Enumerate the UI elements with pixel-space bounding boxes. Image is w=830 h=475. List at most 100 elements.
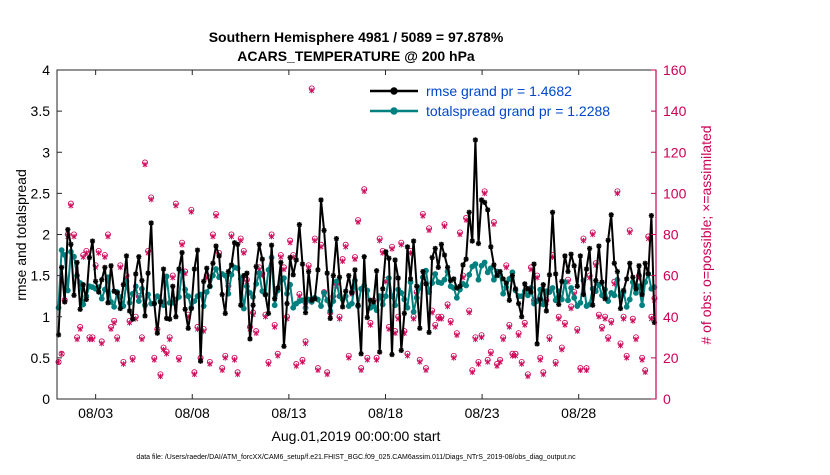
obs-assimilated-marker [241,250,247,256]
totalspread-marker [490,276,497,283]
obs-assimilated-marker [639,357,645,363]
rmse-marker [636,263,642,269]
rmse-marker [157,299,164,305]
obs-assimilated-marker [71,233,77,240]
rmse-marker [648,212,654,219]
rmse-marker [417,325,423,331]
rmse-marker [114,290,120,296]
totalspread-marker [484,269,491,276]
rmse-marker [207,283,213,289]
chart-title: Southern Hemisphere 4981 / 5089 = 97.878… [209,29,504,45]
rmse-marker [574,283,580,289]
rmse-marker [284,300,290,307]
rmse-marker [614,268,621,275]
rmse-marker-stroke [185,325,191,331]
obs-assimilated-marker [608,320,614,326]
rmse-marker [583,266,590,272]
obs-assimilated-marker [562,322,568,328]
rmse-marker-stroke [537,297,543,302]
obs-assimilated-marker [584,367,590,374]
obs-assimilated-marker [438,316,444,322]
totalspread-marker [524,292,531,299]
rmse-marker-stroke [411,238,417,244]
rmse-marker-stroke [645,271,651,277]
rmse-marker-stroke [229,262,234,268]
rmse-marker [444,264,451,270]
rmse-marker [213,243,219,249]
rmse-marker-stroke [392,257,398,263]
obs-assimilated-marker [389,246,395,252]
obs-assimilated-marker [506,324,512,330]
rmse-marker [407,276,414,282]
rmse-marker-stroke [244,270,250,276]
rmse-marker-stroke [528,289,534,295]
rmse-marker-stroke [201,278,207,284]
obs-assimilated-marker [441,223,448,230]
rmse-marker-stroke [86,255,92,260]
rmse-marker [139,277,145,284]
rmse-marker [404,244,411,250]
rmse-marker [373,268,380,274]
rmse-marker-stroke [371,299,376,305]
rmse-marker-stroke [571,263,577,269]
rmse-marker-stroke [639,292,645,297]
rmse-marker [92,278,99,284]
totalspread-marker [500,290,507,297]
obs-assimilated-marker [377,237,383,244]
rmse-marker-stroke [232,240,237,246]
obs-assimilated-marker [469,369,475,376]
rmse-marker-stroke [99,277,105,283]
obs-assimilated-marker [167,336,173,343]
rmse-marker-stroke [213,243,219,249]
obs-assimilated-marker [219,367,225,374]
rmse-marker [531,261,537,267]
obs-assimilated-marker [451,355,457,361]
rmse-marker-stroke [417,325,423,331]
obs-assimilated-marker [340,258,346,265]
rmse-marker [120,282,126,288]
rmse-marker-stroke [590,302,596,308]
rmse-marker-stroke [284,301,290,307]
rmse-marker [130,316,136,322]
totalspread-marker [639,302,646,309]
obs-assimilated-marker [488,350,494,357]
rmse-marker [571,263,577,269]
obs-assimilated-marker [546,336,552,343]
rmse-marker [389,351,395,358]
obs-assimilated-marker [151,357,157,363]
rmse-marker [102,264,108,270]
rmse-marker [204,265,210,271]
obs-assimilated-marker [553,361,559,367]
rmse-marker-stroke [432,246,438,251]
obs-assimilated-marker [417,359,423,365]
rmse-marker-stroke [157,299,163,305]
rmse-marker [355,302,361,308]
rmse-marker-stroke [96,289,102,295]
rmse-marker-stroke [466,209,472,215]
rmse-markers-group [55,137,658,364]
rmse-marker-stroke [293,257,299,263]
obs-assimilated-marker [102,254,108,260]
rmse-marker [188,305,194,312]
rmse-marker-stroke [139,278,145,284]
rmse-marker [602,296,608,302]
obs-assimilated-marker [80,254,86,260]
rmse-marker [537,296,543,303]
rmse-marker [216,253,222,259]
obs-assimilated-marker [621,316,627,322]
rmse-marker-stroke [124,253,129,259]
rmse-marker [197,358,204,364]
rmse-marker-stroke [503,280,509,286]
obs-assimilated-marker [191,371,197,378]
rmse-marker [194,247,201,253]
plot-area [56,69,657,400]
rmse-marker-stroke [296,222,302,228]
rmse-marker-stroke [238,302,244,308]
rmse-marker [624,276,630,282]
obs-assimilated-marker [577,367,583,374]
obs-assimilated-marker [525,373,531,380]
obs-assimilated-marker [466,309,472,316]
rmse-marker [210,260,216,266]
rmse-marker [497,268,503,275]
obs-assimilated-marker [161,346,167,353]
